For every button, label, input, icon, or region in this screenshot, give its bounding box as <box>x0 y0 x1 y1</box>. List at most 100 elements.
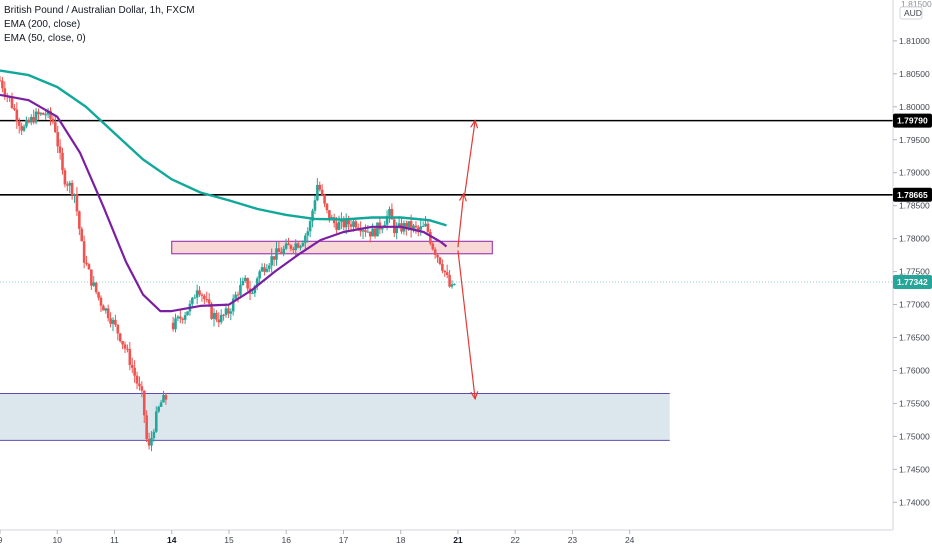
candle-body <box>246 277 249 289</box>
projection-arrow-2 <box>457 250 476 399</box>
levels-layer <box>0 119 893 283</box>
time-tick-label: 16 <box>281 535 291 545</box>
price-pills: 1.79790 1.78665 1.77342 <box>893 113 932 290</box>
time-tick-label: 9 <box>0 535 3 545</box>
candle-body <box>130 364 134 368</box>
candle-body <box>344 218 348 228</box>
candle-body <box>154 411 158 432</box>
price-partial-label: 1.81500 <box>901 0 932 9</box>
candle-body <box>308 221 312 232</box>
candle-body <box>191 297 194 304</box>
candle-body <box>349 224 353 227</box>
candle-body <box>116 324 120 334</box>
candle-body <box>236 294 240 296</box>
candle-body <box>311 210 314 222</box>
candle-body <box>73 194 76 196</box>
candle-body <box>258 271 261 279</box>
candle-body <box>421 226 425 228</box>
candle-body <box>49 110 52 119</box>
candle-body <box>22 126 26 131</box>
candle-body <box>157 406 160 412</box>
candle-body <box>85 262 88 265</box>
ema50-legend[interactable]: EMA (50, close, 0) <box>4 33 86 44</box>
arrow-head-2 <box>470 391 479 401</box>
candle-body <box>70 182 74 196</box>
candle-body <box>109 318 112 324</box>
candle-body <box>316 184 319 201</box>
candle-body <box>17 121 21 126</box>
candle-body <box>429 231 432 244</box>
candle-body <box>219 314 223 323</box>
time-tick-label: 24 <box>625 535 635 545</box>
candle-body <box>99 297 103 306</box>
candle-body <box>13 107 16 110</box>
candle-body <box>445 272 449 276</box>
candle-body <box>121 341 124 345</box>
candle-body <box>241 280 245 286</box>
time-tick-label: 11 <box>110 535 119 545</box>
candle-body <box>328 210 331 220</box>
time-tick-label: 14 <box>167 535 177 545</box>
price-axis[interactable]: 1.81000 1.80500 1.80000 1.79500 1.79000 1.785… <box>892 0 932 550</box>
candle-body <box>251 293 254 295</box>
candle-body <box>147 438 151 446</box>
ema200-legend[interactable]: EMA (200, close) <box>4 19 81 30</box>
candle-body <box>212 312 216 319</box>
candle-body <box>279 252 283 254</box>
candle-body <box>195 290 199 298</box>
candle-body <box>118 333 122 342</box>
candle-body <box>448 275 451 287</box>
candle-body <box>313 200 317 211</box>
candle-body <box>359 229 362 232</box>
candle-body <box>41 112 45 115</box>
candle-body <box>61 152 64 171</box>
candle-body <box>68 182 72 186</box>
chart-title[interactable]: British Pound / Australian Dollar, 1h, F… <box>4 5 195 16</box>
candle-body <box>299 246 302 248</box>
candle-body <box>210 303 213 319</box>
candle-body <box>282 248 285 254</box>
candle-body <box>198 290 201 295</box>
candle-body <box>419 226 423 230</box>
candle-body <box>292 248 295 250</box>
candle-body <box>222 314 225 316</box>
candle-body <box>150 438 153 446</box>
candle-body <box>200 294 204 296</box>
time-axis[interactable]: 9 10 11 14 15 16 17 18 21 22 23 24 <box>0 529 893 545</box>
time-tick-label: 10 <box>53 535 63 545</box>
candle-body <box>275 248 278 260</box>
price-tick-label: 1.78000 <box>899 234 930 244</box>
candle-body <box>270 256 273 266</box>
candle-body <box>181 318 185 320</box>
level-1-pill <box>893 187 932 202</box>
candle-body <box>174 318 177 330</box>
candle-body <box>193 297 197 299</box>
candle-body <box>102 305 105 311</box>
candle-body <box>388 208 391 216</box>
candle-body <box>20 125 23 131</box>
candle-body <box>255 278 259 286</box>
candle-body <box>90 269 93 286</box>
time-tick-label: 18 <box>396 535 406 545</box>
candle-body <box>234 294 237 299</box>
candle-body <box>186 311 189 316</box>
candle-body <box>78 211 81 229</box>
candle-body <box>260 267 264 272</box>
candle-body <box>368 231 372 237</box>
candle-body <box>443 270 447 273</box>
candle-body <box>3 88 7 96</box>
candle-body <box>152 431 156 439</box>
price-tick-label: 1.74500 <box>899 464 930 474</box>
time-tick-label: 23 <box>568 535 578 545</box>
level-0-label: 1.79790 <box>897 116 928 126</box>
currency-box <box>899 6 923 20</box>
candle-body <box>123 344 127 349</box>
candle-body <box>347 218 350 225</box>
candle-body <box>10 97 14 108</box>
candle-body <box>128 349 132 365</box>
candle-body <box>94 282 98 293</box>
currency-label: AUD <box>904 8 922 18</box>
projection-arrow-0 <box>457 193 465 248</box>
candle-body <box>227 308 230 314</box>
